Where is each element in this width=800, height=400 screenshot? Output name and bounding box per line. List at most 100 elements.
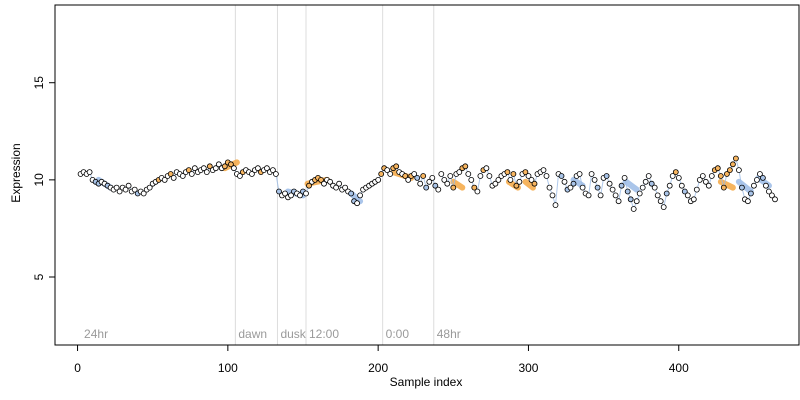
data-point — [624, 188, 631, 195]
data-point — [342, 184, 349, 191]
data-point — [730, 161, 736, 168]
data-point — [702, 178, 709, 185]
data-point — [450, 184, 457, 191]
x-tick-label: 0 — [74, 361, 81, 375]
reference-label: 12:00 — [309, 327, 339, 341]
data-point — [751, 182, 757, 189]
data-point — [549, 192, 556, 199]
y-axis-title: Expression — [9, 143, 23, 202]
data-point — [645, 173, 652, 179]
data-point — [477, 173, 484, 179]
data-point — [429, 174, 436, 181]
data-point — [618, 182, 625, 189]
data-point — [179, 173, 186, 179]
data-point — [303, 190, 309, 197]
data-point — [576, 171, 583, 177]
data-point — [603, 173, 610, 179]
data-point — [474, 188, 481, 195]
data-point — [696, 176, 703, 183]
data-point — [579, 184, 586, 191]
data-point — [167, 171, 174, 177]
data-point — [766, 188, 772, 195]
data-point — [504, 169, 511, 176]
x-tick-label: 100 — [218, 361, 238, 375]
data-point — [269, 167, 276, 174]
data-point — [495, 176, 502, 183]
data-point — [131, 186, 138, 193]
data-point — [113, 184, 120, 191]
x-axis: 0 100 200 300 400 — [74, 344, 689, 375]
data-point — [745, 198, 751, 205]
data-point — [318, 176, 324, 183]
data-point — [531, 180, 538, 187]
data-point — [348, 190, 355, 197]
data-points — [77, 155, 778, 212]
data-point — [393, 163, 400, 170]
data-point — [354, 200, 361, 207]
y-tick-label: 10 — [32, 173, 46, 187]
data-point — [772, 196, 778, 203]
highlight-band — [623, 178, 640, 193]
x-tick-label: 300 — [518, 361, 538, 375]
highlight-band — [522, 178, 536, 191]
data-point — [733, 155, 739, 162]
data-point — [272, 171, 279, 177]
data-point — [657, 198, 664, 205]
y-tick-label: 5 — [32, 273, 46, 280]
data-point — [705, 182, 712, 189]
data-point — [402, 173, 409, 179]
data-point — [230, 165, 237, 172]
data-point — [447, 173, 454, 179]
data-point — [627, 196, 634, 203]
data-point — [540, 167, 547, 174]
x-axis-title: Sample index — [390, 375, 463, 389]
reference-label: 48hr — [437, 327, 461, 341]
data-point — [200, 165, 207, 172]
data-point — [378, 171, 385, 177]
data-point — [720, 184, 727, 191]
data-point — [609, 186, 616, 193]
data-point — [597, 192, 604, 199]
reference-labels: dawn dusk 12:00 0:00 48hr 24hr — [84, 327, 461, 341]
data-point — [206, 163, 213, 170]
data-point — [739, 184, 745, 191]
x-tick-label: 200 — [368, 361, 388, 375]
x-tick-label: 400 — [669, 361, 689, 375]
data-point — [288, 192, 294, 199]
data-point — [282, 190, 288, 197]
data-point — [191, 165, 198, 172]
data-point — [444, 180, 451, 187]
data-point — [357, 192, 364, 199]
data-point — [333, 184, 340, 191]
data-point — [522, 169, 529, 176]
data-point — [215, 161, 222, 168]
data-point — [748, 190, 754, 197]
data-point — [465, 171, 472, 177]
data-point — [663, 190, 670, 197]
data-point — [591, 176, 598, 183]
data-point — [462, 163, 469, 170]
data-point — [471, 184, 478, 191]
data-point — [528, 176, 535, 183]
data-point — [769, 192, 775, 199]
data-point — [146, 184, 153, 191]
data-point — [185, 167, 192, 174]
data-point — [306, 182, 312, 189]
data-point — [654, 192, 661, 199]
data-point — [513, 182, 520, 189]
data-point — [432, 182, 439, 189]
data-point — [546, 184, 553, 191]
data-point — [510, 171, 517, 177]
data-point — [435, 186, 442, 193]
data-point — [486, 173, 493, 179]
data-point — [248, 171, 255, 177]
data-point — [612, 192, 619, 199]
data-point — [690, 196, 697, 203]
data-point — [561, 178, 568, 185]
data-point — [420, 173, 427, 179]
data-point — [651, 184, 658, 191]
data-point — [570, 180, 577, 187]
annotation-label: 24hr — [84, 327, 108, 341]
